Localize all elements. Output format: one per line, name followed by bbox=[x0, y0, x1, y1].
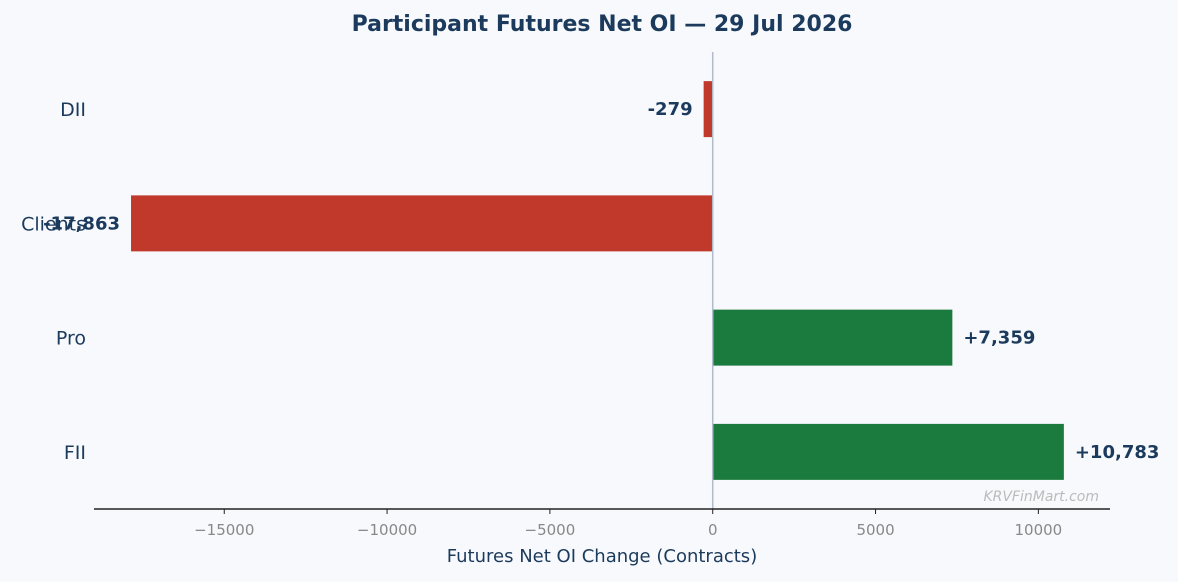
x-tick-label: −10000 bbox=[357, 521, 417, 539]
bar-fii bbox=[712, 423, 1064, 480]
x-tick-label: −15000 bbox=[194, 521, 254, 539]
bar-clients bbox=[131, 195, 713, 252]
category-label-fii: FII bbox=[64, 442, 86, 464]
data-label-clients: -17,863 bbox=[43, 213, 120, 234]
category-label-pro: Pro bbox=[56, 328, 86, 350]
data-label-fii: +10,783 bbox=[1075, 442, 1160, 463]
watermark: KRVFinMart.com bbox=[983, 489, 1099, 505]
x-tick-label: −5000 bbox=[525, 521, 576, 539]
labels-layer: DII -279 Clients-17,863 Pro +7,359 FII +10,783 bbox=[21, 99, 1159, 464]
x-tick-label: 5000 bbox=[856, 521, 894, 539]
x-tick-label: 0 bbox=[708, 521, 718, 539]
data-label-pro: +7,359 bbox=[963, 328, 1035, 349]
axis-layer: −15000 −10000 −5000 0 5000 10000 bbox=[94, 52, 1110, 539]
bar-dii bbox=[703, 81, 713, 138]
chart-title: Participant Futures Net OI — 29 Jul 2026 bbox=[352, 12, 853, 37]
category-label-clients: Clients bbox=[21, 213, 86, 235]
data-label-dii: -279 bbox=[648, 99, 693, 120]
bars-layer bbox=[131, 81, 1064, 480]
x-axis-label: Futures Net OI Change (Contracts) bbox=[447, 546, 757, 567]
category-label-dii: DII bbox=[60, 99, 86, 121]
x-tick-label: 10000 bbox=[1014, 521, 1062, 539]
bar-pro bbox=[712, 309, 953, 366]
